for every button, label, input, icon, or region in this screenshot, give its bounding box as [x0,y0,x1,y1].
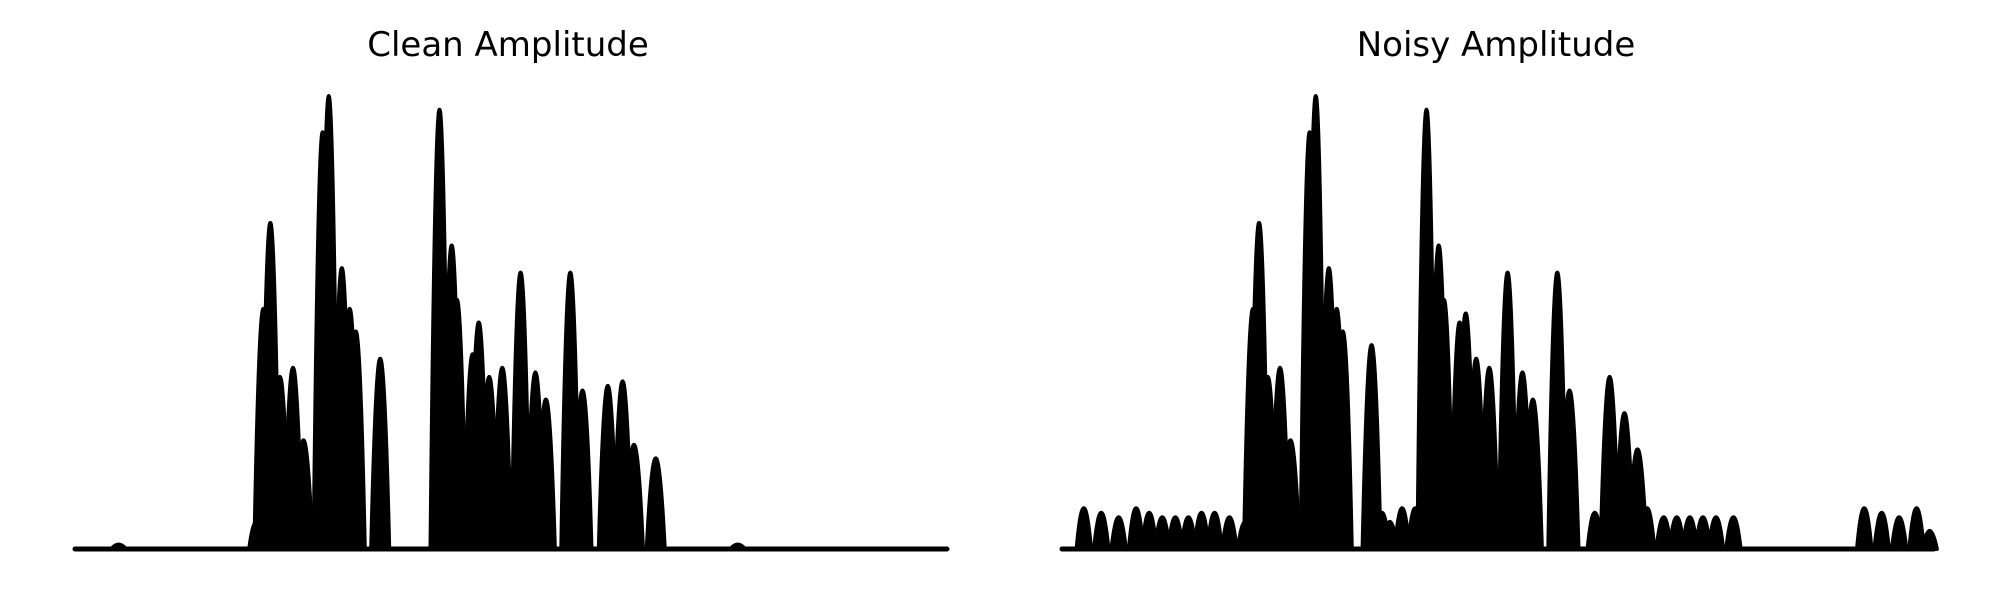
noisy-amplitude-panel: Noisy Amplitude [1059,25,1939,552]
clean-amplitude-burst [344,329,367,551]
clean-amplitude-burst [644,456,667,551]
noisy-amplitude-burst [1637,506,1657,551]
noisy-amplitude-burst [1109,515,1128,551]
noisy-amplitude-burst [1706,515,1726,551]
clean-amplitude-series [109,94,747,551]
noisy-amplitude-burst [1360,343,1383,551]
clean-amplitude-panel: Clean Amplitude [72,25,950,552]
noisy-amplitude-burst [1872,510,1891,551]
clean-amplitude-burst [534,397,557,551]
clean-amplitude-burst [292,438,315,551]
clean-amplitude-burst [109,542,128,551]
noisy-amplitude-burst [1092,510,1111,551]
noisy-amplitude-burst [1889,515,1909,551]
noisy-amplitude-burst [1205,510,1224,551]
noisy-amplitude-series [1074,94,1939,551]
noisy-amplitude-burst [1220,515,1239,551]
clean-amplitude-burst [728,542,747,551]
noisy-amplitude-burst [1855,506,1874,551]
clean-amplitude-burst [369,356,392,551]
noisy-amplitude-burst [1521,397,1544,551]
clean-amplitude-title: Clean Amplitude [367,25,649,65]
clean-amplitude-burst [445,297,468,551]
noisy-amplitude-burst [1907,506,1926,551]
noisy-amplitude-burst [1279,438,1302,551]
noisy-amplitude-burst [1724,515,1743,551]
noisy-amplitude-burst [1478,365,1501,551]
noisy-amplitude-burst [1496,270,1519,551]
noisy-amplitude-burst [1558,388,1581,551]
noisy-amplitude-burst [1432,297,1455,551]
noisy-amplitude-burst [1920,528,1939,551]
clean-amplitude-burst [509,270,532,551]
noisy-amplitude-burst [1074,506,1093,551]
clean-amplitude-burst [491,365,514,551]
noisy-amplitude-burst [1331,329,1354,551]
noisy-amplitude-title: Noisy Amplitude [1357,25,1636,65]
clean-amplitude-burst [622,442,645,551]
clean-amplitude-burst [571,388,594,551]
